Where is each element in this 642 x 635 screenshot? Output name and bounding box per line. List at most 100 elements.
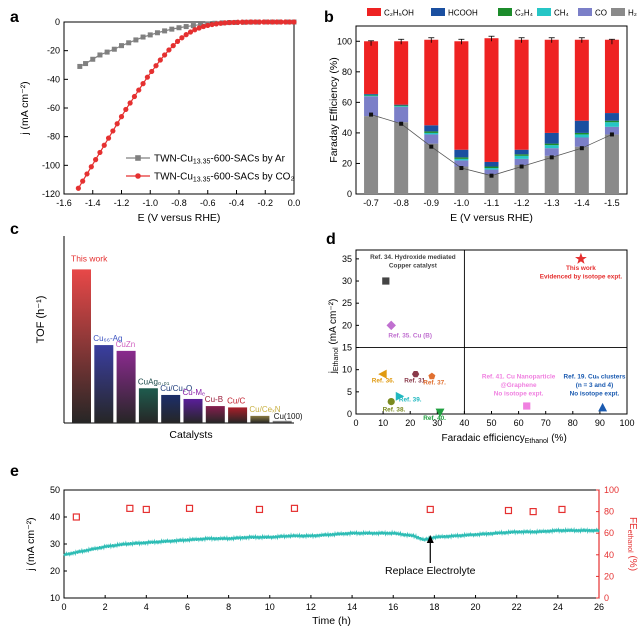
x-tick-label: 2 — [103, 602, 108, 612]
x-tick-label: -1.4 — [85, 198, 101, 208]
data-point — [77, 63, 83, 69]
scatter-point-triangle-up — [598, 402, 608, 412]
x-axis-label: E (V versus RHE) — [450, 212, 533, 224]
data-point — [231, 19, 237, 26]
x-tick-label: 10 — [378, 418, 388, 428]
bar-segment-c2h5oh — [514, 39, 529, 150]
data-point — [166, 47, 172, 53]
data-point — [183, 32, 189, 38]
y-tick-label: 50 — [50, 485, 60, 495]
fe-ethanol-point — [255, 505, 264, 514]
x-tick-label: 8 — [226, 602, 231, 612]
legend-label: C₂H₅OH — [384, 9, 414, 18]
data-point — [80, 178, 86, 184]
data-point — [192, 27, 198, 33]
x-tick-label: -1.0 — [454, 198, 470, 208]
bar-segment-hcooh — [604, 113, 619, 121]
legend-label: TWN-Cu13.35-600-SACs by Ar — [154, 154, 286, 166]
data-point — [274, 19, 280, 25]
x-tick-label: 80 — [568, 418, 578, 428]
bar-label: Cu/Cu₂O — [160, 384, 192, 393]
scatter-point-triangle-left — [378, 369, 387, 379]
scatter-point-square — [382, 277, 390, 285]
data-point — [278, 19, 284, 25]
h2-point — [429, 144, 434, 149]
data-point — [144, 74, 150, 80]
scatter-point-circle — [387, 397, 395, 406]
x-tick-label: 0.0 — [288, 198, 301, 208]
bar-segment-c2h4 — [454, 157, 469, 159]
legend-label: TWN-Cu13.35-600-SACs by CO₂ — [154, 172, 294, 184]
data-point — [190, 23, 196, 29]
bar-segment-c2h4 — [544, 143, 559, 146]
bar-segment-ch4 — [484, 168, 499, 170]
x-axis-label: Faradaic efficiencyEthanol (%) — [442, 433, 567, 445]
annotation-replace-electrolyte: Replace Electrolyte — [385, 565, 476, 577]
bar-segment-c2h4 — [574, 132, 589, 135]
legend-swatch — [611, 8, 625, 16]
data-point — [126, 40, 132, 46]
x-tick-label: -1.0 — [142, 198, 158, 208]
panel-label-d: d — [326, 231, 336, 248]
bar-segment-h2 — [454, 166, 469, 194]
data-point — [291, 19, 297, 25]
y-tick-label: 15 — [342, 343, 352, 353]
data-point — [90, 56, 96, 62]
h2-point — [609, 132, 614, 137]
x-tick-label: -1.2 — [514, 198, 530, 208]
data-point — [119, 43, 125, 49]
bar-segment-hcooh — [364, 93, 379, 95]
x-tick-label: 24 — [553, 602, 563, 612]
y-tick-label: 35 — [342, 254, 352, 264]
scatter-point-star — [575, 252, 587, 264]
data-point — [252, 19, 258, 25]
data-point — [213, 21, 219, 27]
fe-ethanol-point — [426, 505, 434, 514]
data-point — [162, 52, 168, 58]
bar-segment-c2h5oh — [364, 41, 379, 94]
x-tick-label: 90 — [595, 418, 605, 428]
panel-label-b: b — [324, 9, 334, 26]
h2-point — [549, 155, 554, 160]
bar-segment-hcooh — [574, 120, 589, 133]
bar-segment-c2h5oh — [544, 39, 559, 133]
legend-swatch — [498, 8, 512, 16]
y-tick-label: -20 — [47, 46, 60, 56]
y-tick-label: 0 — [347, 409, 352, 419]
data-point — [162, 28, 168, 34]
bar-segment-hcooh — [484, 161, 499, 167]
data-point — [105, 135, 112, 141]
data-point — [287, 19, 293, 25]
bar-segment-c2h5oh — [424, 39, 439, 126]
data-point — [261, 19, 267, 25]
bar-segment-ch4 — [574, 134, 589, 138]
bar-segment-c2h5oh — [574, 39, 589, 121]
bar-segment-co — [454, 160, 469, 167]
y-tick-label: 10 — [342, 365, 352, 375]
fe-ethanol-point — [72, 513, 80, 521]
data-point — [118, 113, 125, 120]
x-tick-label: 20 — [405, 418, 415, 428]
legend-swatch — [578, 8, 592, 16]
bar-segment-h2 — [364, 116, 379, 194]
h2-point — [579, 146, 584, 151]
tof-bar — [250, 415, 270, 423]
y-right-axis-label: FEethanol (%) — [626, 517, 638, 571]
x-tick-label: -0.6 — [200, 198, 216, 208]
data-point — [265, 19, 271, 25]
y-axis-label: j (mA cm⁻²) — [25, 517, 37, 571]
legend-swatch — [537, 8, 551, 16]
y-tick-label: 60 — [342, 97, 352, 107]
bar-segment-h2 — [544, 155, 559, 194]
annotation-text: Ref. 19. Cuₙ clusters — [564, 374, 626, 381]
x-axis-label: Catalysts — [169, 429, 212, 441]
h2-point — [369, 112, 374, 117]
x-tick-label: 20 — [471, 602, 481, 612]
bar-segment-hcooh — [424, 125, 439, 132]
x-tick-label: 0 — [353, 418, 358, 428]
bar-segment-ch4 — [454, 158, 469, 161]
legend-label: CO — [595, 9, 607, 18]
y-tick-label: 10 — [50, 593, 60, 603]
x-tick-label: -1.2 — [114, 198, 130, 208]
